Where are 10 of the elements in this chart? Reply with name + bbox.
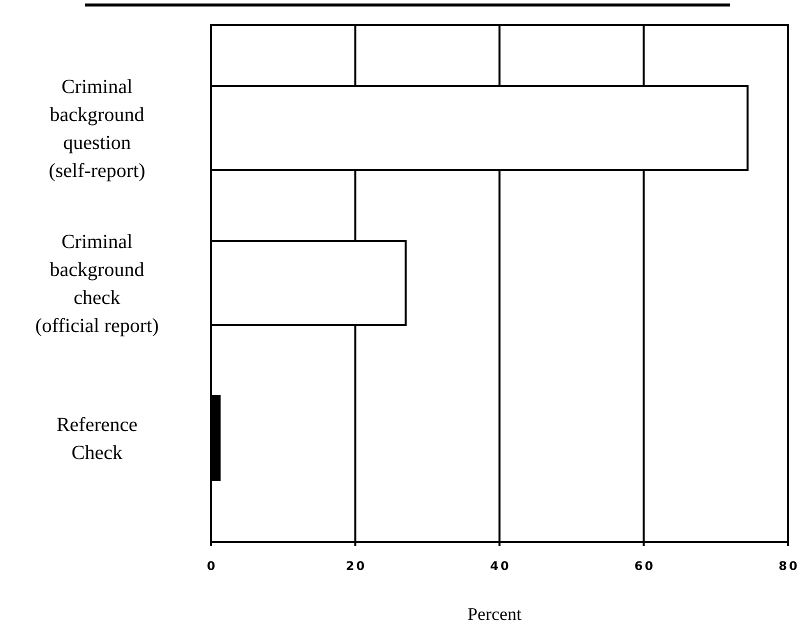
y-tick-label: Reference Check xyxy=(56,414,138,464)
x-tick-label: 20 xyxy=(346,559,367,573)
x-tick-label: 40 xyxy=(490,559,511,573)
bar xyxy=(210,394,221,481)
x-tick-label: 0 xyxy=(206,559,218,573)
y-tick-label: Criminal background question (self-report) xyxy=(48,76,146,182)
x-axis-title: Percent xyxy=(468,604,522,624)
y-tick-label: Criminal background check (official report) xyxy=(35,231,159,337)
x-tick-label: 60 xyxy=(634,559,656,573)
x-tick-label: 80 xyxy=(778,559,800,573)
